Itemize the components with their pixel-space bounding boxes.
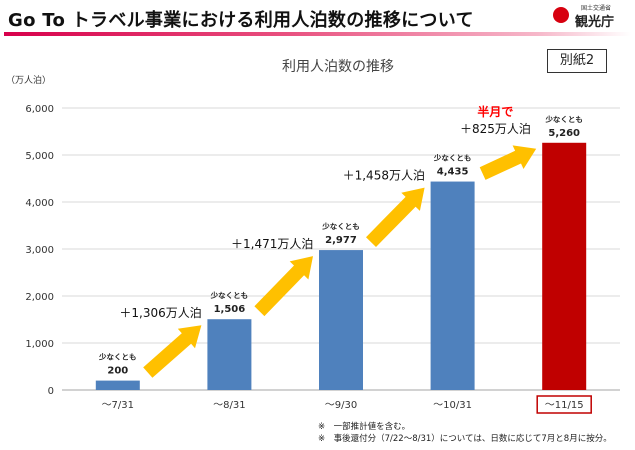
bar-prefix-label: 少なくとも	[321, 221, 360, 231]
increment-arrow	[143, 325, 202, 378]
bar-prefix-label: 少なくとも	[210, 290, 249, 300]
y-tick-label: 5,000	[25, 151, 54, 162]
appendix-label: 別紙2	[547, 49, 607, 73]
bar-value-label: 200	[107, 366, 128, 377]
title-underline	[4, 32, 631, 36]
bar	[430, 181, 475, 390]
bar-value-label: 2,977	[325, 235, 357, 246]
bar-prefix-label: 少なくとも	[98, 352, 137, 362]
y-tick-label: 3,000	[25, 245, 54, 256]
logo-mark-icon	[553, 7, 569, 23]
increment-label: ＋1,458万人泊	[343, 169, 425, 183]
footnote-2: ※ 事後還付分（7/22～8/31）については、日数に応じて7月と8月に按分。	[318, 434, 612, 444]
x-tick-label: ～8/31	[213, 400, 245, 411]
bar-value-label: 5,260	[548, 128, 580, 139]
increment-arrow	[366, 187, 425, 247]
y-tick-label: 1,000	[25, 339, 54, 350]
highlight-box	[536, 395, 592, 414]
x-tick-label: ～7/31	[102, 400, 134, 411]
logo-ministry-text: 国土交通省	[581, 5, 612, 12]
increment-arrow	[479, 145, 537, 180]
x-tick-label: ～9/30	[325, 400, 357, 411]
x-tick-label: ～10/31	[433, 400, 472, 411]
footnote-1: ※ 一部推計値を含む。	[318, 422, 411, 432]
y-axis-label: （万人泊）	[6, 75, 51, 86]
bar	[95, 380, 140, 390]
bar	[542, 142, 587, 390]
bar	[319, 250, 363, 390]
agency-logo: 国土交通省 観光庁	[553, 3, 631, 30]
increment-label: ＋1,306万人泊	[119, 306, 201, 320]
increment-label: ＋825万人泊	[460, 122, 531, 136]
increment-arrow	[254, 256, 313, 317]
logo-agency-text: 観光庁	[575, 15, 615, 30]
bar	[207, 319, 252, 390]
increment-note: 半月で	[477, 104, 513, 119]
increment-label: ＋1,471万人泊	[231, 237, 313, 251]
y-tick-label: 0	[48, 386, 54, 397]
y-tick-label: 2,000	[25, 292, 54, 303]
bar-value-label: 4,435	[437, 167, 469, 178]
y-tick-label: 4,000	[25, 198, 54, 209]
page-title: Go To トラベル事業における利用人泊数の推移について	[8, 10, 474, 31]
bar-prefix-label: 少なくとも	[544, 114, 583, 124]
x-tick-label: ～11/15	[545, 400, 584, 411]
bar-prefix-label: 少なくとも	[433, 153, 472, 163]
bar-value-label: 1,506	[214, 304, 246, 315]
footnotes: ※ 一部推計値を含む。 ※ 事後還付分（7/22～8/31）については、日数に応…	[318, 421, 612, 445]
chart-title: 利用人泊数の推移	[282, 59, 394, 75]
y-tick-label: 6,000	[25, 104, 54, 115]
